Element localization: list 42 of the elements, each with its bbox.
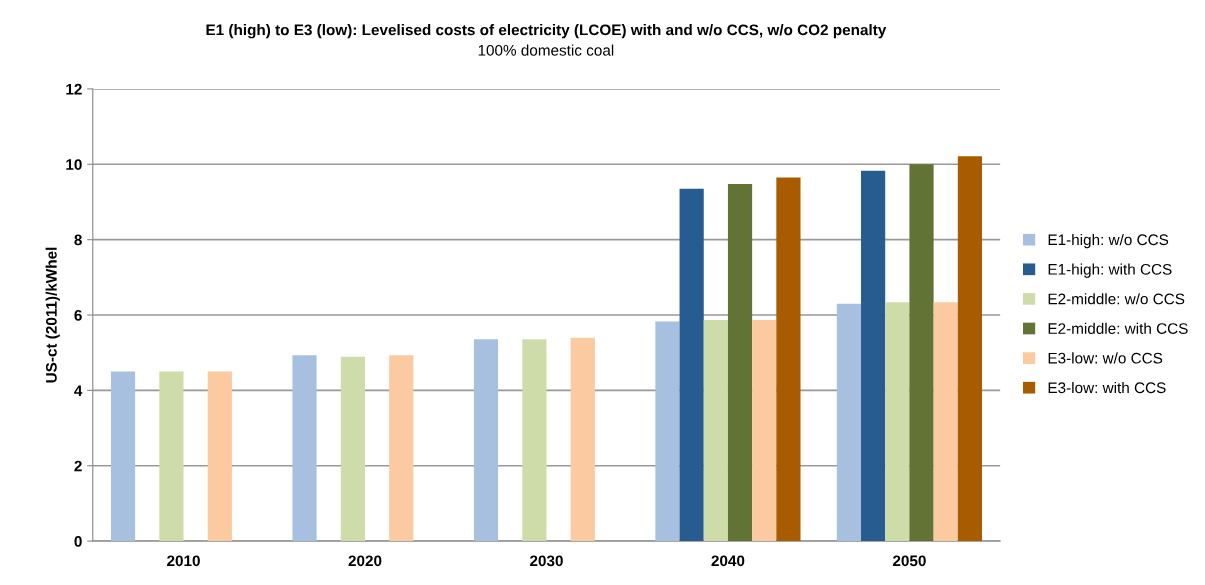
bar <box>776 177 801 542</box>
bar <box>752 319 777 542</box>
bar <box>110 371 136 542</box>
legend-label: E3-low: with CCS <box>1048 381 1166 394</box>
legend-label: E1-high: with CCS <box>1048 263 1172 278</box>
bar <box>473 339 499 542</box>
bar <box>933 302 958 542</box>
x-tick-label: 2020 <box>348 555 382 567</box>
legend-label: E3-low: w/o CCS <box>1048 352 1163 364</box>
bar <box>909 164 934 542</box>
bar <box>340 356 365 542</box>
legend-label: E2-middle: with CCS <box>1048 322 1188 334</box>
x-tick-label: 2010 <box>167 555 200 567</box>
y-tick-label: 12 <box>66 83 82 95</box>
bar <box>885 302 910 542</box>
y-tick-label: 4 <box>74 385 83 396</box>
bar <box>727 183 753 542</box>
y-tick-label: 6 <box>74 309 82 321</box>
x-tick-label: 2040 <box>711 555 745 567</box>
y-tick-label: 8 <box>74 234 82 246</box>
bar <box>522 339 547 542</box>
y-axis-title: US-ct (2011)/kWhel <box>45 247 60 383</box>
chart-subtitle: 100% domestic coal <box>478 44 614 56</box>
bar <box>861 170 886 542</box>
legend-label: E1-high: w/o CCS <box>1048 233 1169 249</box>
y-tick-label: 2 <box>74 460 82 472</box>
legend-label: E2-middle: w/o CCS <box>1048 293 1185 305</box>
bar <box>655 321 680 542</box>
bar <box>957 156 982 542</box>
bar <box>836 303 862 542</box>
bar <box>292 355 317 542</box>
bar <box>207 371 232 542</box>
bar <box>570 337 595 542</box>
x-tick-label: 2050 <box>892 555 926 567</box>
bar <box>679 188 704 542</box>
bar <box>703 319 728 542</box>
chart-title: E1 (high) to E3 (low): Levelised costs of electricity (LCOE) with and w/o CCS, w/o CO2 penalty <box>206 24 887 39</box>
bar <box>389 355 414 542</box>
y-tick-label: 0 <box>74 535 82 547</box>
y-tick-label: 10 <box>66 159 82 170</box>
bar <box>159 371 184 542</box>
x-tick-label: 2030 <box>530 555 563 567</box>
